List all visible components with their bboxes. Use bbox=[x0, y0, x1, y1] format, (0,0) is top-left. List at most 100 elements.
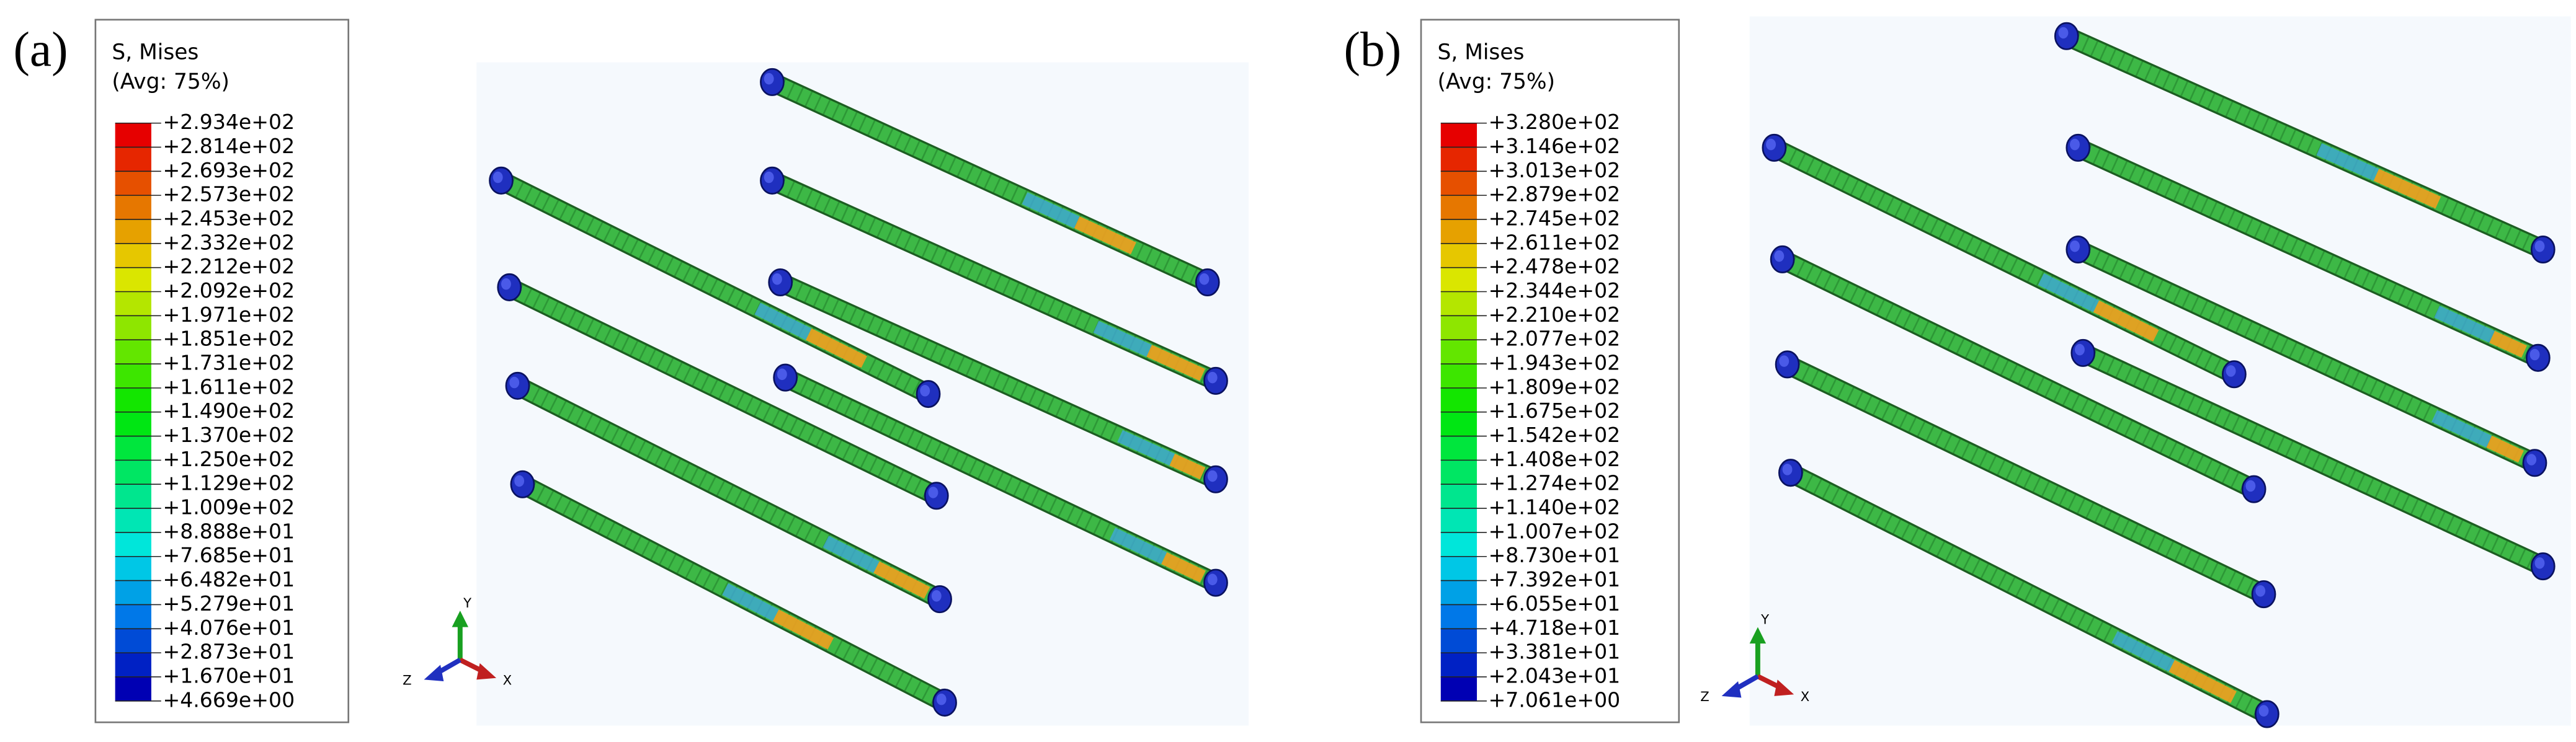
legend-value: +2.611e+02 bbox=[1489, 230, 1621, 254]
rod-mesh bbox=[769, 74, 1211, 289]
rod-end-highlight bbox=[1207, 573, 1218, 586]
stress-low bbox=[1109, 528, 1167, 564]
stress-low bbox=[2038, 273, 2100, 312]
legend-value: +6.482e+01 bbox=[163, 567, 295, 591]
legend-band bbox=[115, 316, 151, 340]
rod bbox=[760, 166, 1228, 395]
legend-band bbox=[1440, 676, 1477, 702]
legend-value: +4.718e+01 bbox=[1489, 616, 1621, 640]
legend-value: +1.250e+02 bbox=[163, 447, 295, 471]
rod bbox=[1762, 133, 2247, 389]
legend-title: S, Mises bbox=[1437, 40, 1524, 64]
legend-value: +1.007e+02 bbox=[1489, 519, 1621, 543]
legend-value: +1.274e+02 bbox=[1489, 471, 1621, 495]
rod-end-highlight bbox=[2075, 343, 2085, 356]
rod bbox=[2070, 338, 2556, 581]
legend-band bbox=[115, 580, 151, 606]
rod bbox=[773, 363, 1228, 597]
rod-mesh bbox=[777, 275, 1219, 487]
legend-band bbox=[115, 364, 151, 389]
rod-end-highlight bbox=[928, 487, 938, 498]
rod-end-highlight bbox=[1782, 464, 1793, 475]
legend-value: +3.381e+01 bbox=[1489, 640, 1621, 664]
legend-value: +1.851e+02 bbox=[163, 327, 295, 351]
legend-band bbox=[115, 195, 151, 220]
rod-end-highlight bbox=[2534, 557, 2545, 569]
stress-low bbox=[722, 583, 779, 621]
rod-end-highlight bbox=[2526, 454, 2537, 466]
axis-z-head bbox=[1721, 681, 1742, 698]
rod-mesh bbox=[782, 370, 1219, 590]
rod-end-highlight bbox=[2529, 348, 2540, 361]
rod-mesh bbox=[2063, 29, 2546, 257]
legend-value: +7.685e+01 bbox=[163, 543, 295, 567]
rod-end-highlight bbox=[2070, 138, 2080, 151]
legend-value: +2.745e+02 bbox=[1489, 206, 1621, 230]
legend-value: +1.140e+02 bbox=[1489, 495, 1621, 519]
rod-end-highlight bbox=[772, 273, 782, 285]
legend-value: +2.873e+01 bbox=[163, 640, 295, 664]
legend-band bbox=[1440, 629, 1477, 653]
stress-high bbox=[2168, 660, 2237, 704]
rod-end-highlight bbox=[514, 475, 525, 487]
legend-value: +2.693e+02 bbox=[163, 158, 295, 182]
legend-band bbox=[1440, 436, 1477, 461]
stress-high bbox=[1161, 552, 1206, 583]
rod-end-highlight bbox=[1199, 273, 1210, 285]
legend-band bbox=[1440, 243, 1477, 268]
legend-subtitle: (Avg: 75%) bbox=[1437, 69, 1555, 94]
legend-band bbox=[115, 147, 151, 172]
panel-label: (b) bbox=[1344, 22, 1402, 77]
legend-value: +4.076e+01 bbox=[163, 616, 295, 640]
legend-value: +3.280e+02 bbox=[1489, 110, 1621, 134]
rod bbox=[489, 166, 941, 409]
rod-end-highlight bbox=[2245, 480, 2256, 492]
legend-value: +7.392e+01 bbox=[1489, 567, 1621, 591]
legend-value: +6.055e+01 bbox=[1489, 591, 1621, 616]
legend-value: +1.675e+02 bbox=[1489, 399, 1621, 423]
axis-y-head bbox=[1749, 627, 1767, 644]
stress-high bbox=[2489, 330, 2527, 358]
legend-band bbox=[1440, 653, 1477, 678]
legend-value: +2.573e+02 bbox=[163, 182, 295, 206]
stress-high bbox=[2486, 435, 2524, 463]
legend-value: +2.478e+02 bbox=[1489, 254, 1621, 278]
rod-end-highlight bbox=[501, 278, 511, 290]
legend-band bbox=[1440, 171, 1477, 196]
panel-label: (a) bbox=[13, 22, 68, 77]
rod-end-highlight bbox=[509, 376, 520, 389]
rod-end-highlight bbox=[1774, 250, 1785, 262]
legend-value: +2.212e+02 bbox=[163, 254, 295, 278]
rod bbox=[1775, 350, 2276, 609]
legend-band bbox=[1440, 364, 1477, 389]
axis-z-head bbox=[424, 665, 444, 682]
viewport-background bbox=[476, 62, 1249, 726]
stress-low bbox=[1117, 430, 1175, 466]
stress-high bbox=[806, 328, 867, 368]
legend-band bbox=[115, 676, 151, 702]
legend-value: +1.809e+02 bbox=[1489, 374, 1621, 399]
legend-subtitle: (Avg: 75%) bbox=[112, 69, 230, 94]
legend-band bbox=[115, 171, 151, 196]
stress-low bbox=[754, 303, 812, 340]
legend-band bbox=[115, 291, 151, 317]
rod-body bbox=[2079, 345, 2547, 574]
legend-value: +2.879e+02 bbox=[1489, 182, 1621, 206]
legend-value: +1.611e+02 bbox=[163, 374, 295, 399]
legend-value: +2.210e+02 bbox=[1489, 303, 1621, 327]
axis-x-head bbox=[1774, 679, 1794, 696]
rod bbox=[1770, 245, 2266, 503]
stress-high bbox=[1146, 345, 1205, 381]
rod-end-highlight bbox=[920, 385, 930, 397]
legend-value: +3.146e+02 bbox=[1489, 134, 1621, 158]
legend-value: +1.009e+02 bbox=[163, 495, 295, 519]
rod-end-highlight bbox=[931, 590, 942, 602]
legend-band bbox=[115, 387, 151, 413]
rod bbox=[1778, 459, 2280, 728]
legend-band bbox=[115, 484, 151, 509]
legend-value: +2.043e+01 bbox=[1489, 663, 1621, 687]
rod-end-highlight bbox=[2258, 705, 2269, 717]
stress-low bbox=[822, 536, 880, 573]
legend-band bbox=[115, 629, 151, 653]
